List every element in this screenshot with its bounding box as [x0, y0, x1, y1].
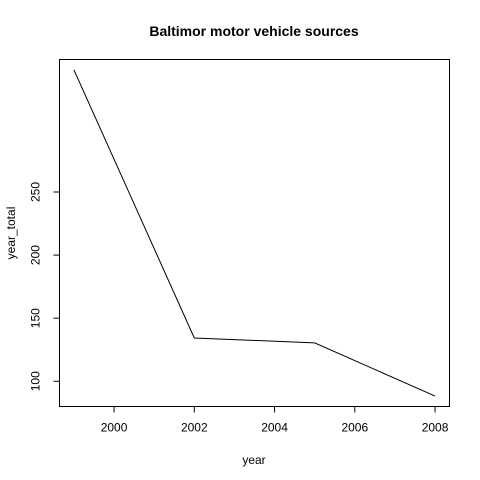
plot-frame: [59, 59, 450, 407]
series-group: [73, 69, 436, 397]
y-tick-label: 250: [29, 182, 43, 202]
x-tick-label: 2002: [181, 421, 208, 435]
chart-title: Baltimor motor vehicle sources: [149, 23, 359, 39]
y-axis: 100 150 200 250: [29, 182, 60, 391]
y-axis-label: year_total: [4, 207, 18, 260]
x-tick-label: 2004: [261, 421, 288, 435]
y-tick-label: 100: [29, 371, 43, 391]
y-tick-label: 150: [29, 308, 43, 328]
y-tick-label: 200: [29, 245, 43, 265]
x-axis: 2000 2002 2004 2006 2008: [101, 406, 449, 435]
x-tick-label: 2006: [341, 421, 368, 435]
x-axis-label: year: [242, 453, 265, 467]
series-line: [73, 69, 436, 397]
x-tick-label: 2008: [422, 421, 449, 435]
x-tick-label: 2000: [101, 421, 128, 435]
